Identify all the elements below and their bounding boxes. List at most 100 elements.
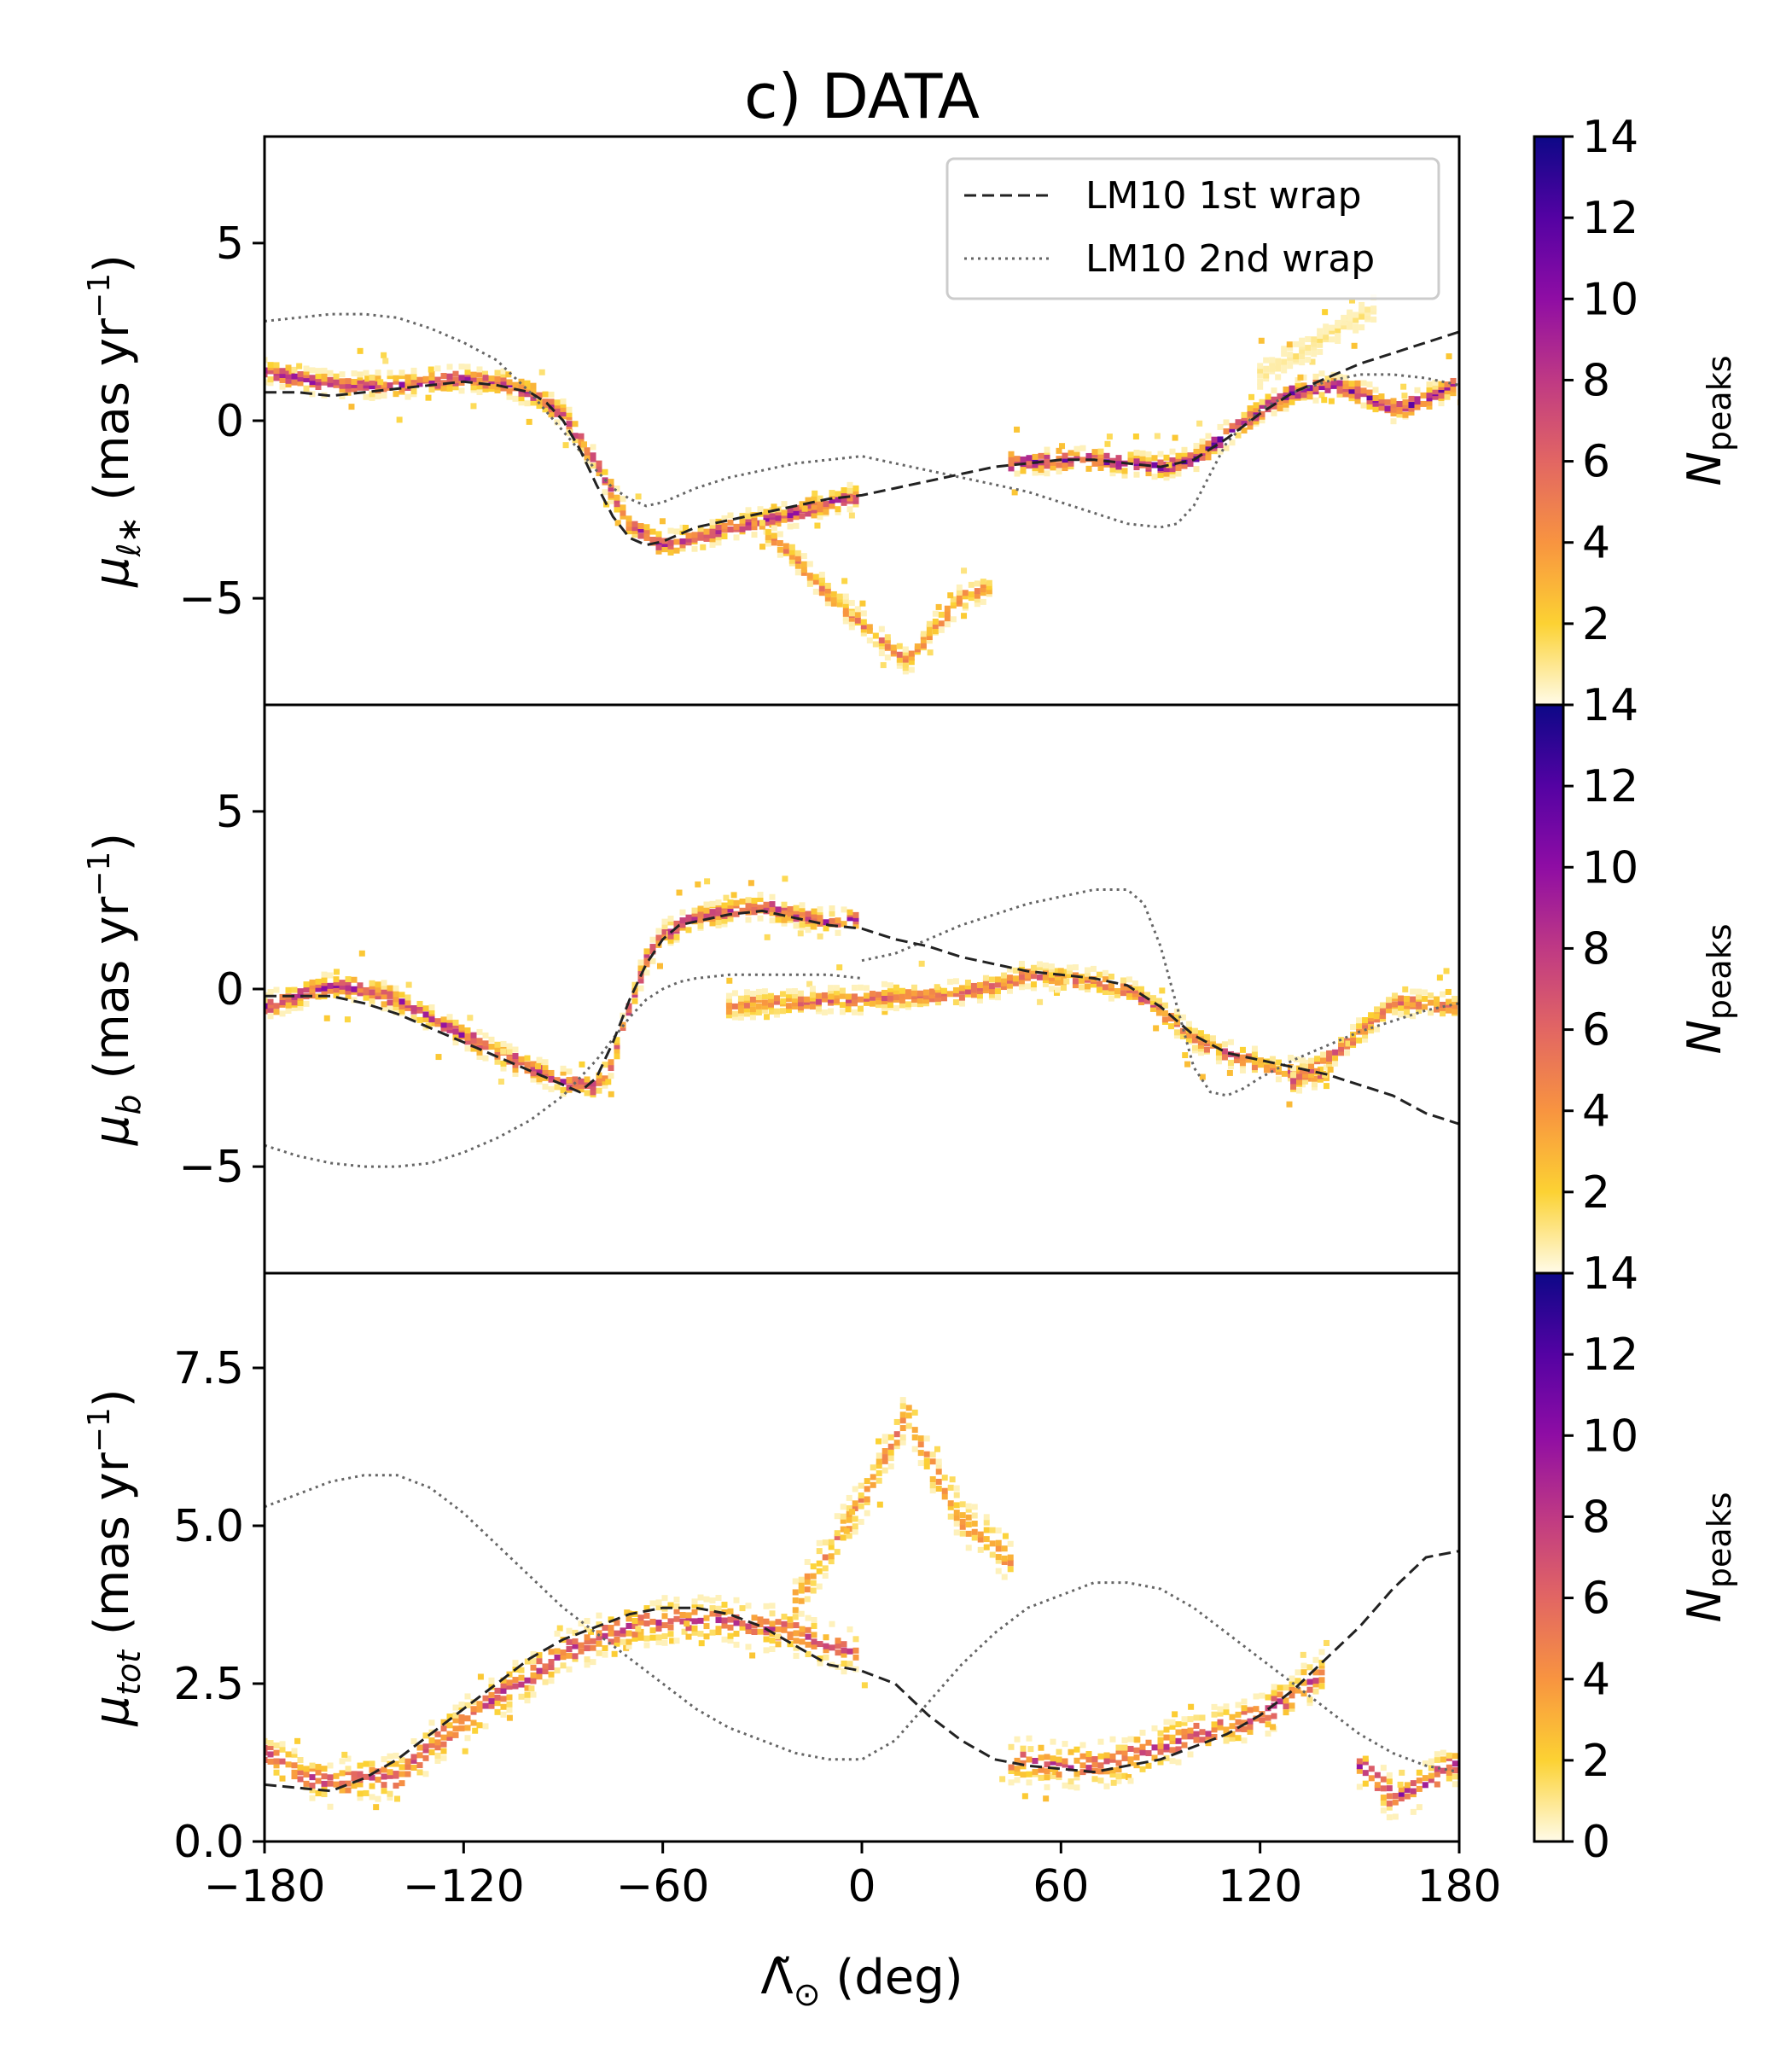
heat-cell [530,1691,537,1698]
heat-cell [965,1514,972,1521]
heat-cell [980,582,986,589]
heat-cell [381,988,387,995]
heat-cell [518,399,525,406]
heat-cell [1324,1639,1330,1646]
heat-cell [1030,985,1037,992]
heat-cell [812,573,819,580]
heat-cell [1390,410,1397,416]
heat-cell [596,466,602,473]
heat-cell [291,986,298,993]
heat-cell [578,433,585,439]
heat-cell [1215,1049,1222,1056]
heat-cell [572,1085,579,1091]
heat-cell [834,1530,841,1537]
heat-cell [709,541,716,548]
heat-cell [643,1605,650,1612]
heat-cell [542,406,549,413]
heat-cell [464,1725,471,1731]
heat-cell [464,369,471,375]
heat-cell [980,590,986,596]
heat-cell [791,992,798,999]
heat-cell [911,1427,918,1434]
heat-cell [1416,1769,1423,1776]
heat-cell [1187,1727,1194,1734]
heat-cell [425,1022,432,1029]
heat-cell [704,878,711,885]
heat-cell [267,368,274,375]
heat-cell [614,1047,620,1054]
heat-cell [1350,1035,1357,1042]
heat-cell [635,493,642,500]
heat-cell [769,1625,776,1632]
heat-cell [1032,462,1039,468]
heat-cell [739,1605,746,1612]
heat-cell [1426,403,1433,410]
heat-cell [922,998,929,1004]
heat-cell [1360,391,1367,398]
heat-cell [791,1003,798,1009]
heat-cell [769,1603,776,1609]
heat-cell [1115,1773,1122,1780]
heat-cell [1193,1737,1200,1743]
heat-cell [1299,347,1306,354]
heat-cell [614,486,620,492]
heat-cell [769,906,776,913]
heat-cell [908,659,915,666]
x-tick-label: −120 [403,1861,525,1912]
heat-cell [767,992,774,999]
heat-cell [452,1019,459,1026]
heat-cell [482,382,489,389]
heat-cell [279,1010,286,1017]
heat-cell [1211,1711,1218,1718]
heat-cell [506,1714,513,1721]
heat-cell [709,900,716,907]
heat-cell [781,516,788,523]
heat-cell [649,936,656,943]
heat-cell [1227,1039,1234,1045]
heat-cell [375,981,381,988]
heat-cell [1404,1011,1411,1018]
heat-cell [393,391,399,398]
heat-cell [667,539,674,546]
heat-cell [823,501,829,508]
heat-cell [566,414,573,421]
heat-cell [351,386,358,393]
heat-cell [542,1059,549,1066]
heat-cell [887,1455,894,1462]
heat-cell [976,988,983,995]
heat-cell [512,1070,519,1077]
heat-cell [1308,1067,1315,1073]
heat-cell [494,375,501,382]
heat-cell [1120,984,1126,991]
heat-cell [1345,1040,1352,1047]
heat-cell [1269,1056,1276,1062]
heat-cell [751,898,758,905]
heat-cell [265,1744,268,1751]
heat-cell [977,1536,984,1543]
heat-cell [1187,1716,1194,1723]
heat-cell [958,985,965,992]
heat-cell [614,1043,620,1050]
colorbar-tick-label: 6 [1582,1005,1610,1056]
heat-cell [974,588,980,595]
heat-cell [811,1632,817,1638]
heat-cell [828,1539,835,1545]
heat-cell [1044,463,1050,469]
heat-cell [1259,1692,1265,1699]
heat-cell [1332,1055,1339,1062]
heat-cell [1175,1746,1182,1753]
heat-cell [1020,1760,1027,1766]
heat-cell [745,902,752,909]
heat-cell [667,1631,674,1638]
heat-cell [1020,1772,1027,1778]
heat-cell [830,596,837,603]
heat-cell [721,917,728,924]
colorbar-tick-label: 14 [1582,1248,1638,1300]
heat-cell [584,1638,591,1645]
heat-cell [1085,452,1092,459]
heat-cell [1326,1062,1333,1068]
heat-cell [1018,984,1025,991]
heat-cell [709,522,716,529]
heat-cell [596,1640,602,1647]
heat-cell [846,1494,852,1501]
